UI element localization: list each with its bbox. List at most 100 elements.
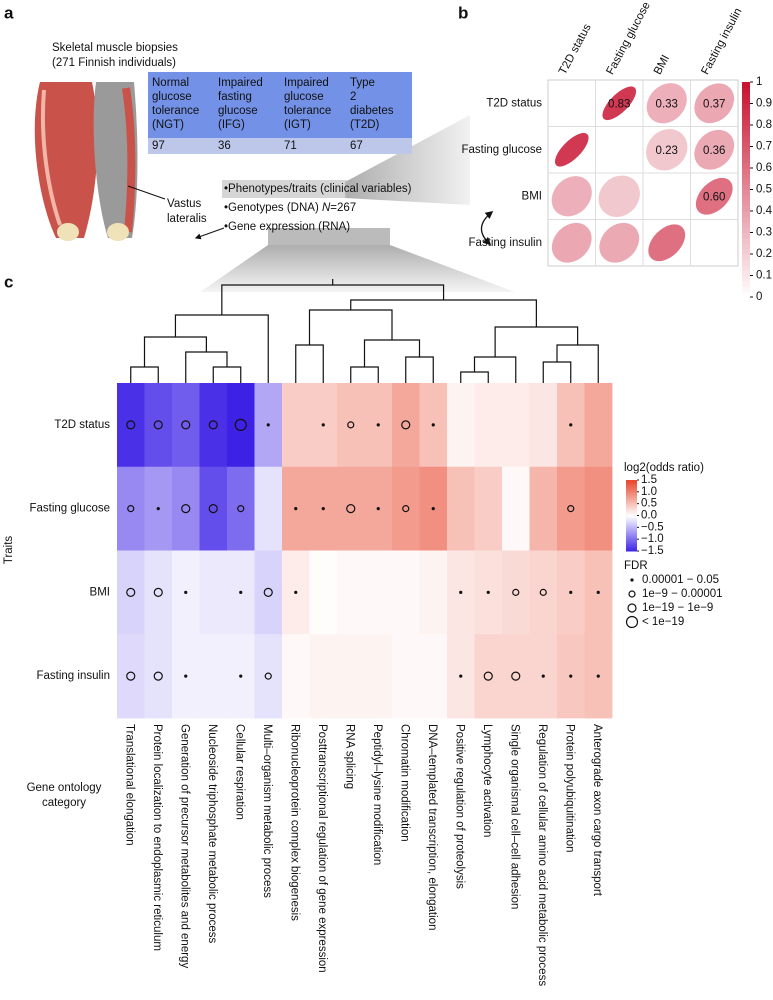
corr-colorbar <box>742 178 750 185</box>
fdr-symbol <box>153 420 163 430</box>
table-header: glucose <box>284 91 324 103</box>
table-header: (T2D) <box>350 119 380 131</box>
table-value-bg <box>148 138 412 154</box>
corr-ellipse <box>646 129 688 171</box>
heatmap-colorbar <box>626 487 637 490</box>
heatmap-colorbar <box>626 506 637 509</box>
heatmap-colorbar <box>626 501 637 504</box>
fdr-symbol <box>347 421 355 429</box>
heatmap-col-label: Protein localization to endoplasmic reti… <box>151 724 163 951</box>
table-value: 71 <box>284 140 297 152</box>
heatmap-colorbar-label: −0.5 <box>641 521 664 533</box>
dendrogram <box>473 356 517 383</box>
fdr-symbol <box>459 590 463 594</box>
corr-colorbar <box>742 130 750 137</box>
heatmap-col-label: Multi–organism metabolic process <box>261 724 273 898</box>
heatmap-colorbar <box>626 503 637 506</box>
corr-ellipse <box>694 129 735 170</box>
fdr-legend-label: 1e−19 − 1e−9 <box>642 602 713 614</box>
heatmap-colorbar <box>626 522 637 525</box>
heatmap-cell <box>254 634 283 719</box>
corr-ellipse <box>551 176 592 217</box>
heatmap-colorbar-label: −1.0 <box>641 533 664 545</box>
corr-ellipse <box>551 222 592 263</box>
corr-colorbar-label: 0 <box>756 291 762 303</box>
corr-colorbar-label: 0.9 <box>756 98 772 110</box>
decor <box>34 82 515 292</box>
heatmap-colorbar <box>626 549 637 552</box>
corr-value-label: 0.37 <box>703 98 725 110</box>
heatmap-colorbar-label: 0.5 <box>641 498 657 510</box>
fdr-symbol <box>234 418 247 431</box>
dendrogram <box>494 326 579 357</box>
fdr-symbol <box>126 587 136 597</box>
fdr-legend-label: < 1e−19 <box>642 616 684 628</box>
heatmap-colorbar <box>626 508 637 511</box>
corr-colorbar <box>742 264 750 271</box>
corr-ellipse <box>598 175 640 217</box>
heatmap-cell <box>227 383 255 468</box>
corr-value-label: 0.60 <box>703 191 725 203</box>
table-header: glucose <box>218 105 258 117</box>
heatmap-colorbar <box>626 488 637 492</box>
heatmap-col-label: Chromatin modification <box>399 724 411 842</box>
fdr-symbol <box>486 590 490 594</box>
heatmap-cell <box>254 466 283 551</box>
fdr-symbol <box>237 505 245 513</box>
heatmap-colorbar <box>626 536 637 540</box>
bullet-text: •Phenotypes/traits (clinical variables) <box>224 183 412 195</box>
panel-label: a <box>4 3 14 22</box>
table-header: (IFG) <box>218 119 245 131</box>
fdr-symbol <box>431 423 435 427</box>
fdr-legend-symbol <box>630 578 634 582</box>
heatmap-col-label: Single organismal cell–cell adhesion <box>509 724 521 909</box>
heatmap-colorbar <box>626 543 637 547</box>
heatmap-colorbar-label: 1.0 <box>641 486 657 498</box>
fdr-symbol <box>264 672 272 680</box>
fdr-symbol <box>346 504 356 514</box>
corr-value-label: 0.23 <box>656 145 678 157</box>
table-header: tolerance <box>152 105 199 117</box>
corr-colorbar <box>742 157 750 164</box>
heatmap-cell <box>584 466 613 551</box>
heatmap-y-label: Traits <box>3 536 15 565</box>
corr-colorbar <box>742 162 750 169</box>
corr-ellipse <box>695 177 733 215</box>
corr-colorbar <box>742 211 750 217</box>
table-header-bg <box>148 72 412 138</box>
corr-colorbar <box>742 82 750 88</box>
corr-colorbar <box>742 119 750 126</box>
heatmap-cell <box>144 550 173 635</box>
corr-ellipse <box>694 83 735 124</box>
corr-colorbar <box>742 275 750 282</box>
heatmap-colorbar <box>626 527 637 531</box>
color-legend-title: log2(odds ratio) <box>624 462 704 474</box>
heatmap-cell <box>199 383 228 468</box>
heatmap-cell <box>282 634 310 719</box>
heatmap-cell <box>227 466 255 551</box>
heatmap-col-label: Positive regulation of proteolysis <box>454 724 466 889</box>
heatmap-colorbar <box>626 497 637 501</box>
heatmap-col-label: RNA splicing <box>344 724 356 789</box>
heatmap-col-label: Translational elongation <box>124 724 136 846</box>
fdr-symbol <box>266 423 270 427</box>
fdr-legend-title: FDR <box>624 560 648 572</box>
heatmap-colorbar <box>626 510 637 513</box>
heatmap-cell <box>584 383 613 468</box>
fdr-symbol <box>208 420 218 430</box>
dendrogram <box>405 356 434 383</box>
corr-col-label: Fasting insulin <box>699 6 744 77</box>
corr-colorbar-label: 0.7 <box>756 141 772 153</box>
heatmap-colorbar <box>626 495 637 499</box>
corr-colorbar <box>742 232 750 239</box>
corr-colorbar-label: 1 <box>756 76 762 88</box>
heatmap-cell <box>172 466 200 551</box>
heatmap-colorbar <box>626 529 637 532</box>
dendrogram <box>350 366 379 383</box>
bullet: •Genotypes (DNA) N=267 <box>224 202 356 214</box>
corr-value-label: 0.33 <box>656 98 678 110</box>
heatmap-cell <box>282 383 310 468</box>
corr-value-label: 0.83 <box>608 98 630 110</box>
table-header: fasting <box>218 91 252 103</box>
fdr-symbol <box>321 507 325 511</box>
